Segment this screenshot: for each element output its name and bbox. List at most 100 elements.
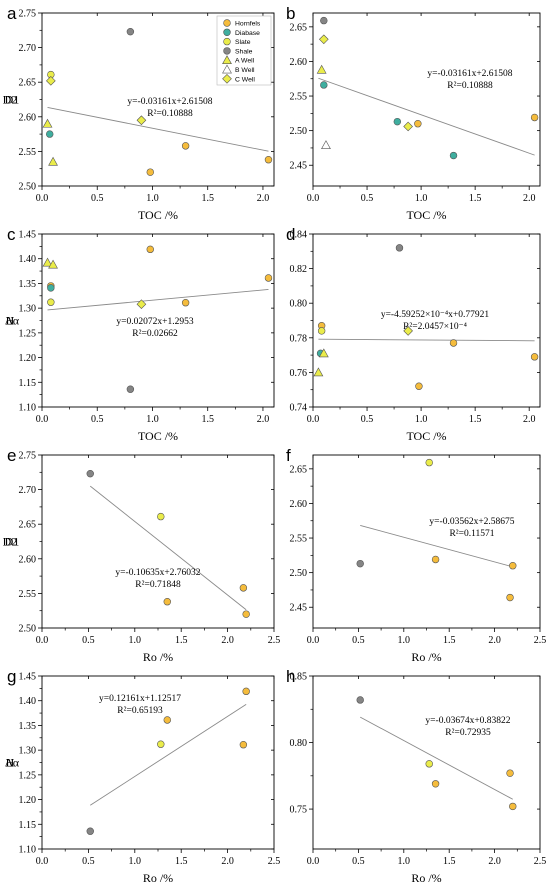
regression-equation: y=-4.59252×10⁻⁴x+0.77921 bbox=[381, 310, 490, 320]
y-tick-label: 2.50 bbox=[19, 624, 37, 635]
data-point-diabase bbox=[46, 130, 54, 138]
legend-item-slate: Slate bbox=[223, 37, 251, 46]
y-axis-title: D1 bbox=[5, 93, 20, 107]
x-tick-label: 2.0 bbox=[523, 414, 536, 425]
data-point-slate bbox=[157, 740, 165, 748]
regression-equation: y=-0.03562x+2.58675 bbox=[429, 517, 514, 527]
y-tick-label: 2.60 bbox=[19, 112, 37, 123]
y-tick-label: 0.78 bbox=[290, 333, 308, 344]
regression-line bbox=[47, 107, 269, 152]
regression-line bbox=[47, 289, 269, 311]
y-axis-title: D1 bbox=[5, 535, 20, 549]
legend-item-hornfels: Hornfels bbox=[223, 19, 261, 28]
x-tick-label: 2.0 bbox=[257, 414, 270, 425]
x-tick-label: 1.0 bbox=[415, 193, 428, 204]
y-tick-label: 1.20 bbox=[19, 353, 37, 364]
data-point-shale bbox=[86, 469, 94, 478]
x-axis-title: Ro /% bbox=[411, 650, 441, 664]
legend-marker-hornfels bbox=[223, 19, 231, 27]
y-tick-label: 1.25 bbox=[19, 328, 37, 339]
x-tick-label: 2.0 bbox=[488, 856, 501, 867]
y-axis-title: D2 bbox=[3, 535, 18, 549]
y-tick-label: 2.50 bbox=[290, 126, 308, 137]
x-tick-label: 0.5 bbox=[82, 856, 95, 867]
data-point-c-well bbox=[403, 121, 413, 132]
panel-letter: a bbox=[7, 4, 17, 23]
panel-letter: f bbox=[286, 446, 291, 465]
data-point-shale bbox=[395, 244, 404, 252]
plot-frame bbox=[41, 454, 275, 629]
x-tick-label: 1.0 bbox=[146, 414, 159, 425]
data-point-hornfels bbox=[431, 555, 440, 564]
legend-marker-diabase bbox=[223, 28, 231, 36]
y-tick-label: 2.65 bbox=[19, 78, 37, 89]
data-point-shale bbox=[126, 385, 135, 393]
r-squared-label: R²=0.72935 bbox=[445, 728, 491, 738]
y-tick-label: 1.45 bbox=[19, 672, 37, 683]
y-tick-label: 0.74 bbox=[290, 403, 308, 414]
y-tick-label: 2.55 bbox=[290, 534, 308, 545]
r-squared-label: R²=0.65193 bbox=[117, 706, 163, 716]
x-axis-title: Ro /% bbox=[143, 871, 173, 885]
data-point-hornfels bbox=[509, 562, 517, 570]
data-point-shale bbox=[356, 559, 364, 568]
regression-line bbox=[360, 716, 513, 800]
regression-equation: y=-0.10635x+2.76032 bbox=[115, 568, 200, 578]
x-tick-label: 0.5 bbox=[361, 414, 374, 425]
data-point-a-well bbox=[42, 118, 53, 128]
legend-label: C Well bbox=[235, 76, 255, 83]
panel-letter: e bbox=[7, 446, 16, 465]
data-point-shale bbox=[126, 27, 135, 36]
panel-letter: c bbox=[7, 225, 16, 244]
panel-b: b 0.0 0.5 1.0 1.5 2.0 2.45 2.50 2.55 2.60 2.65 TOC … bbox=[3, 4, 541, 222]
legend-marker-slate bbox=[223, 37, 231, 46]
plot-frame bbox=[312, 12, 541, 187]
y-tick-label: 2.50 bbox=[290, 568, 308, 579]
data-point-a-well bbox=[318, 348, 329, 358]
y-tick-label: 1.40 bbox=[19, 696, 37, 707]
regression-line bbox=[90, 703, 247, 806]
r-squared-label: R²=0.71848 bbox=[135, 580, 181, 590]
data-point-hornfels bbox=[506, 593, 514, 602]
r-squared-label: R²=0.02662 bbox=[132, 329, 178, 339]
panel-g: g 0.0 0.5 1.0 1.5 2.0 2.5 1.10 1.15 1.20 1.25 1.30 1… bbox=[5, 667, 280, 885]
data-point-hornfels bbox=[431, 780, 440, 788]
regression-line bbox=[360, 524, 513, 568]
x-tick-label: 1.5 bbox=[175, 635, 188, 646]
y-tick-label: 1.10 bbox=[19, 845, 37, 856]
x-tick-label: 2.5 bbox=[534, 635, 547, 646]
y-tick-label: 1.15 bbox=[19, 378, 37, 389]
legend-marker-a-well bbox=[222, 55, 232, 65]
data-point-hornfels bbox=[146, 245, 154, 254]
y-axis-title: D2 bbox=[3, 93, 18, 107]
y-tick-label: 2.65 bbox=[290, 22, 308, 33]
data-point-b-well bbox=[321, 140, 331, 149]
y-axis-title: Δα bbox=[5, 756, 20, 770]
data-point-hornfels bbox=[414, 120, 422, 128]
x-tick-label: 0.5 bbox=[361, 193, 374, 204]
r-squared-label: R²=0.10888 bbox=[447, 81, 493, 91]
panel-letter: b bbox=[286, 4, 295, 23]
data-point-a-well bbox=[48, 156, 58, 166]
y-tick-label: 1.15 bbox=[19, 820, 37, 831]
x-tick-label: 1.5 bbox=[175, 856, 188, 867]
regression-line bbox=[318, 77, 535, 156]
data-point-shale bbox=[320, 16, 328, 25]
data-point-slate bbox=[157, 512, 165, 521]
x-tick-label: 2.0 bbox=[488, 635, 501, 646]
legend-label: Slate bbox=[235, 39, 251, 46]
data-point-a-well bbox=[48, 259, 58, 269]
x-tick-label: 1.0 bbox=[398, 856, 411, 867]
data-point-hornfels bbox=[181, 142, 190, 150]
data-point-a-well bbox=[313, 367, 324, 377]
panel-letter: d bbox=[286, 225, 295, 244]
data-point-slate bbox=[317, 327, 326, 335]
legend-label: A Well bbox=[235, 58, 255, 65]
data-point-hornfels bbox=[163, 598, 171, 606]
x-tick-label: 0.0 bbox=[36, 193, 49, 204]
x-tick-label: 0.0 bbox=[36, 414, 49, 425]
y-tick-label: 1.30 bbox=[19, 304, 37, 315]
panel-e: e 0.0 0.5 1.0 1.5 2.0 2.5 2.50 2.55 2.60 2.65 2.70 2… bbox=[5, 446, 281, 664]
x-tick-label: 2.5 bbox=[268, 856, 281, 867]
x-tick-label: 0.0 bbox=[307, 414, 320, 425]
